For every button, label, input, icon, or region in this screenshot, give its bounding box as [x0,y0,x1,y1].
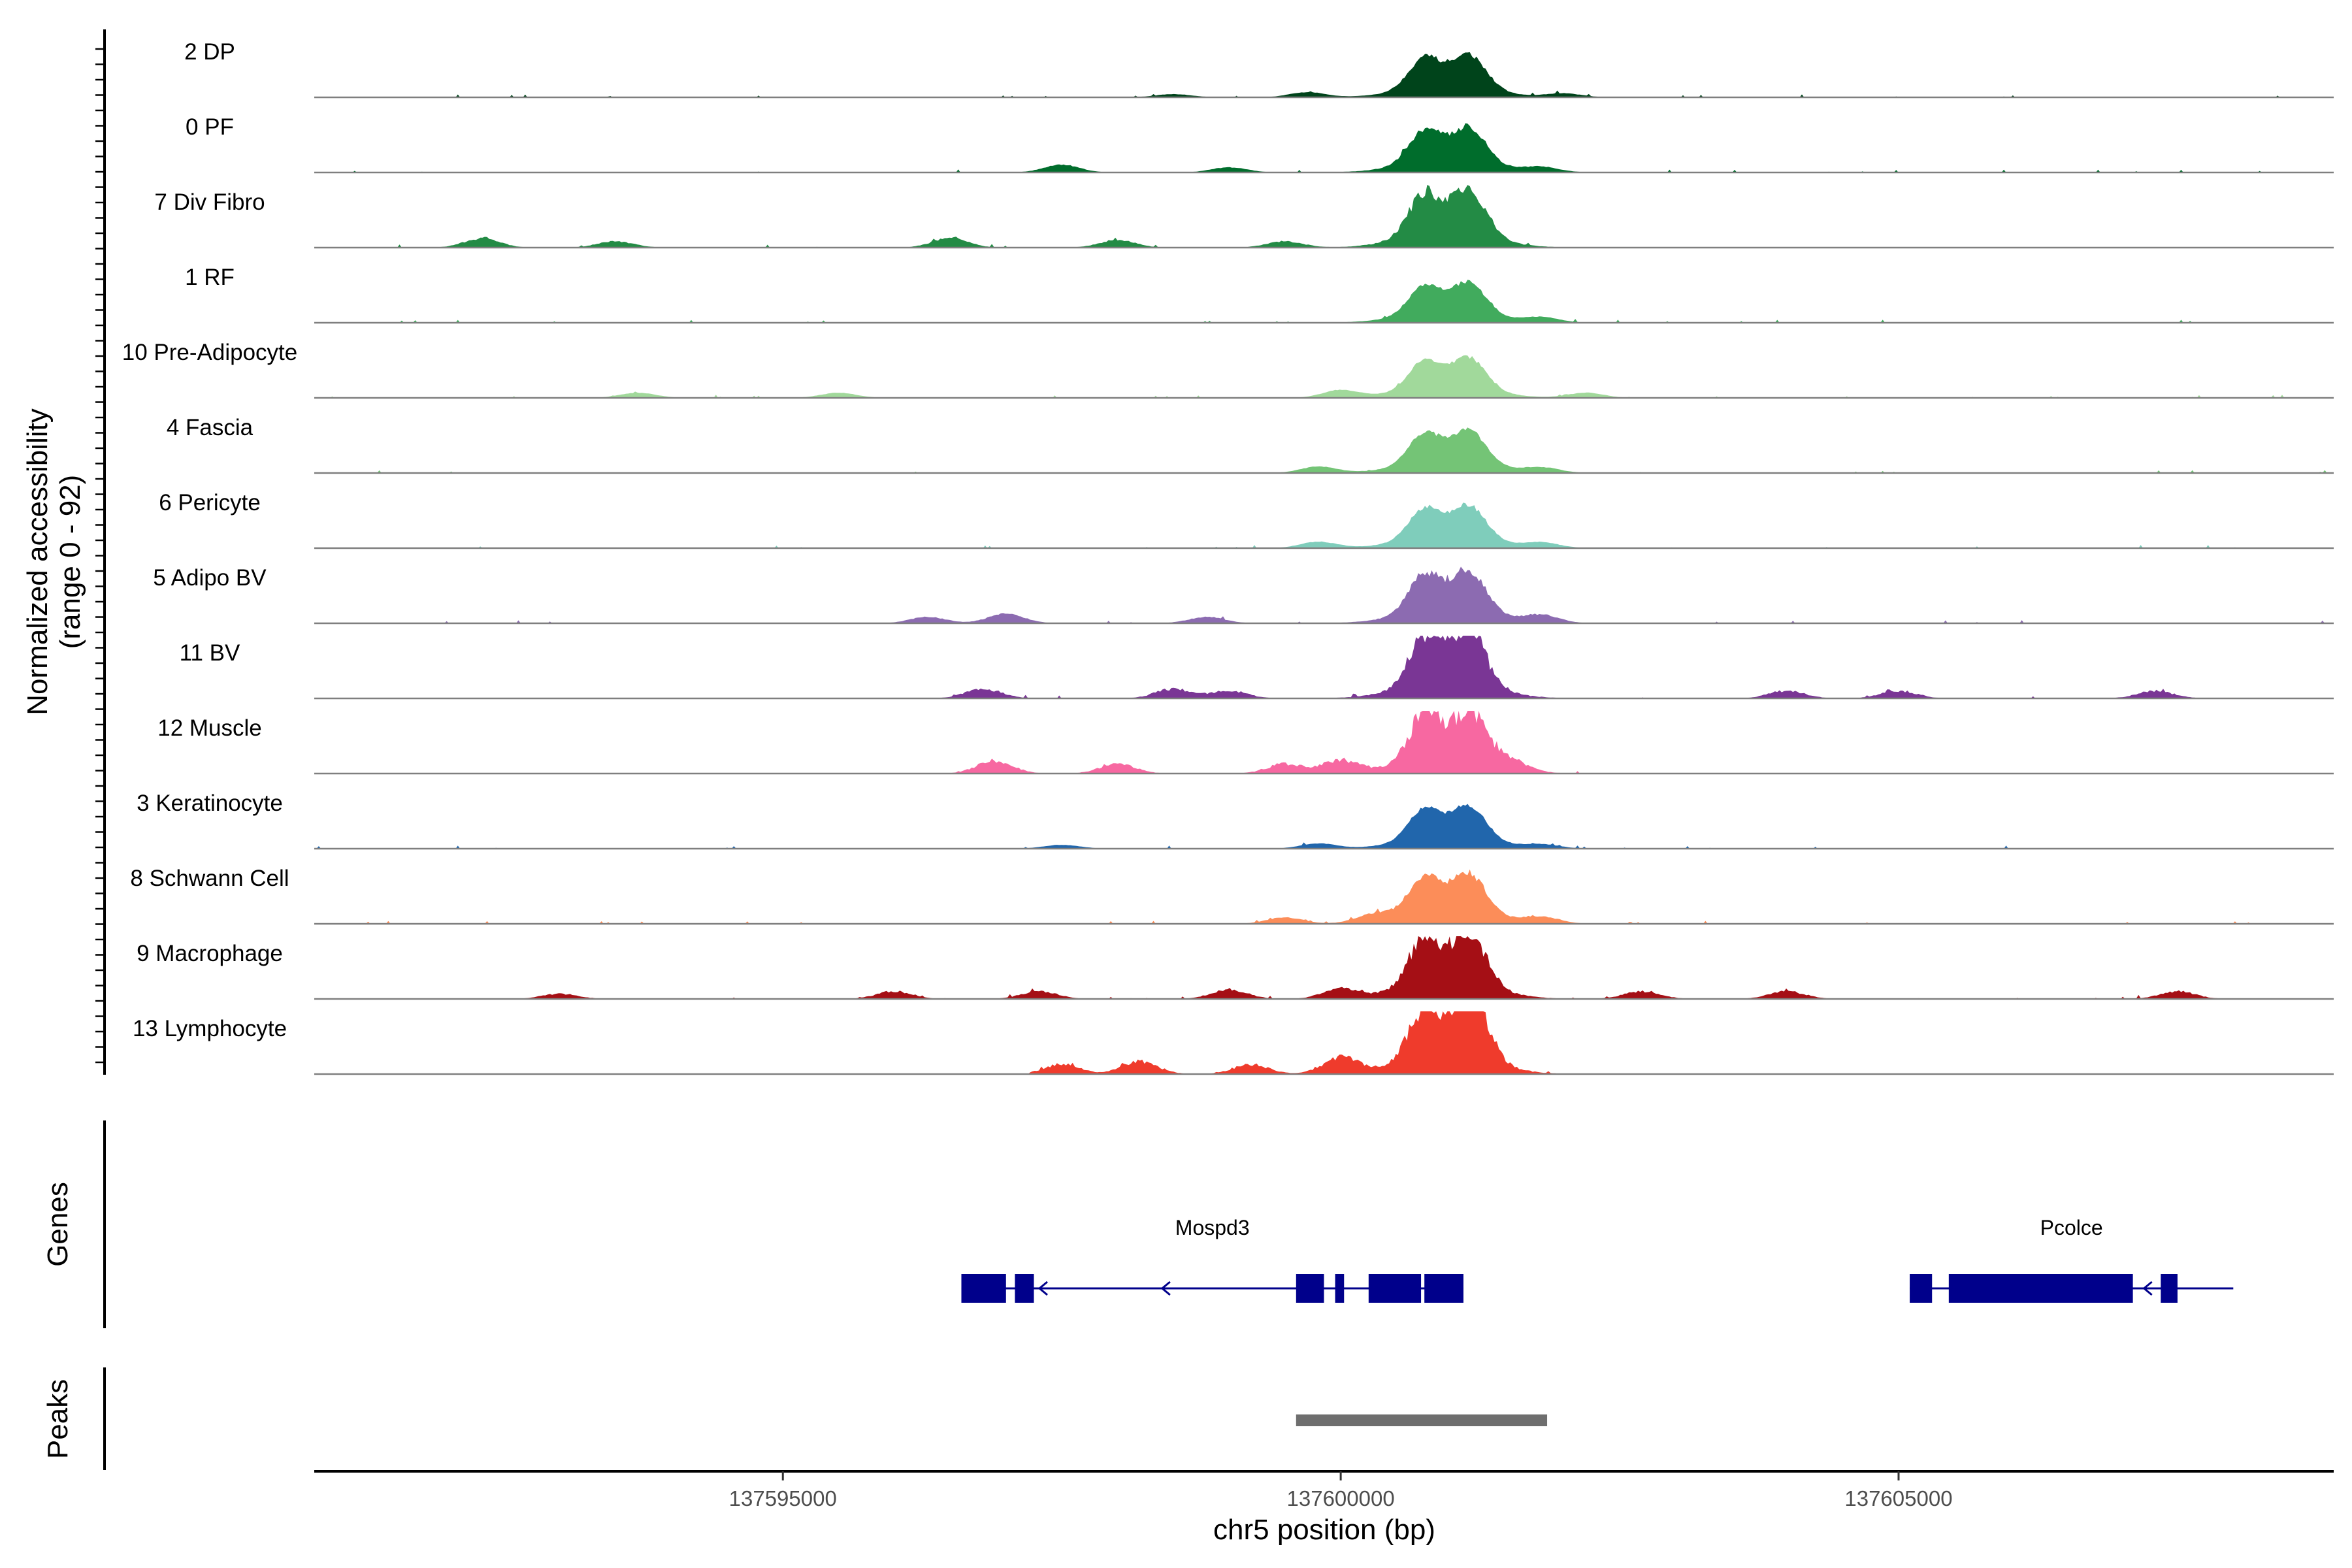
track-6: 4 Fascia [167,415,2334,474]
coverage-area [314,185,2334,248]
track-13: 9 Macrophage [137,936,2334,1000]
gene-pcolce: Pcolce [1910,1216,2234,1303]
coverage-area [314,636,2334,698]
coverage-tracks: 2 DP 0 PF 7 Div Fibro 1 RF 10 Pre-Adipocyte 4… [122,39,2334,1075]
track-12: 8 Schwann Cell [130,866,2334,925]
x-tick-label: 137605000 [1844,1486,1952,1511]
gene-exon [2161,1274,2178,1303]
track-label: 9 Macrophage [137,941,283,966]
track-1: 2 DP [184,39,2334,99]
track-label: 0 PF [186,114,234,140]
coverage-area [314,355,2334,398]
gene-name-label: Mospd3 [1175,1216,1250,1239]
track-label: 6 Pericyte [159,490,261,515]
x-axis-title: chr5 position (bp) [1213,1514,1435,1546]
coverage-area [314,123,2334,172]
gene-exon [1424,1274,1463,1303]
gene-exon [1948,1274,2133,1303]
track-label: 2 DP [184,39,235,65]
coverage-area [314,566,2334,623]
track-2: 0 PF [186,114,2334,174]
coverage-area [314,52,2334,97]
x-tick-label: 137600000 [1287,1486,1395,1511]
track-14: 13 Lymphocyte [133,1011,2334,1075]
y-axis-title-line1: Normalized accessibility [22,408,54,715]
gene-exon [1368,1274,1422,1303]
track-11: 3 Keratinocyte [137,791,2334,850]
gene-exon [1296,1274,1324,1303]
gene-exon [1335,1274,1345,1303]
coverage-area [314,1011,2334,1074]
coverage-area [314,280,2334,323]
track-5: 10 Pre-Adipocyte [122,340,2334,399]
track-7: 6 Pericyte [159,490,2334,549]
x-tick-label: 137595000 [729,1486,837,1511]
coverage-area [314,804,2334,849]
strand-arrow [1037,1281,1048,1296]
track-label: 1 RF [185,265,235,290]
coverage-area [314,502,2334,548]
gene-exon [1910,1274,1933,1303]
gene-annotation-track: Mospd3 Pcolce [961,1216,2234,1303]
track-3: 7 Div Fibro [154,185,2334,249]
coverage-area [314,869,2334,924]
gene-name-label: Pcolce [2040,1216,2103,1239]
x-axis-ticks: 137595000 137600000 137605000 [729,1471,1953,1511]
peaks-track [1296,1414,1548,1426]
coverage-area [314,936,2334,999]
track-label: 7 Div Fibro [154,189,265,215]
peak-bar [1296,1414,1548,1426]
gene-exon [961,1274,1006,1303]
y-axis [95,29,106,1075]
track-label: 8 Schwann Cell [130,866,289,891]
track-label: 11 BV [180,640,240,666]
track-label: 12 Muscle [157,715,262,741]
peaks-panel-label: Peaks [42,1379,74,1459]
gene-mospd3: Mospd3 [961,1216,1463,1303]
strand-arrow [1160,1281,1171,1296]
y-axis-title-line2: (range 0 - 92) [54,475,86,649]
genes-panel-label: Genes [42,1182,74,1267]
track-8: 5 Adipo BV [153,565,2334,625]
strand-arrow [2142,1281,2153,1296]
track-label: 10 Pre-Adipocyte [122,340,297,365]
track-label: 5 Adipo BV [153,565,267,591]
track-4: 1 RF [185,265,2334,324]
gene-exon [1015,1274,1034,1303]
track-label: 13 Lymphocyte [133,1016,287,1041]
track-label: 3 Keratinocyte [137,791,283,816]
track-9: 11 BV [180,636,2334,700]
coverage-area [314,427,2334,473]
coverage-area [314,711,2334,774]
track-label: 4 Fascia [167,415,253,440]
track-10: 12 Muscle [157,711,2334,775]
